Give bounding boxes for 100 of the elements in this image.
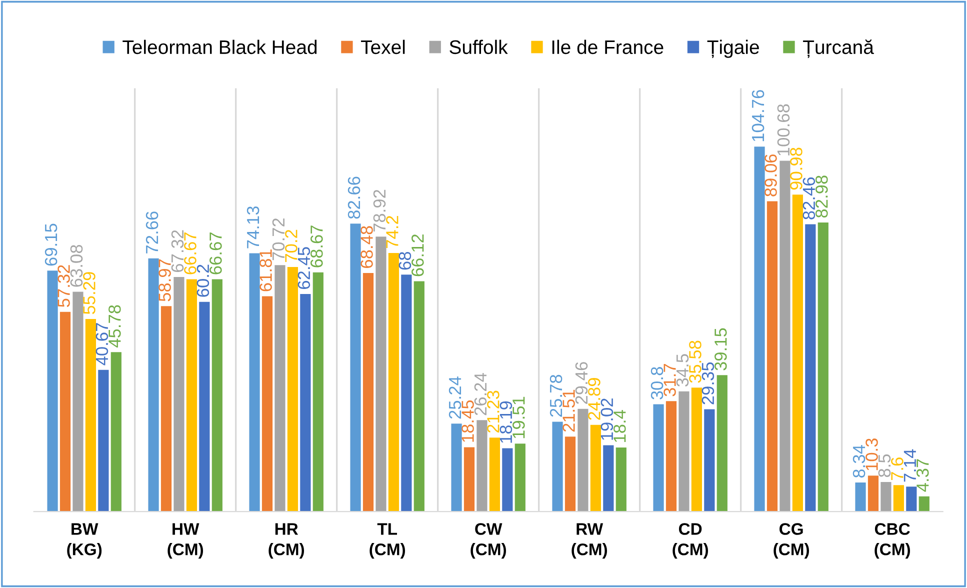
bar (893, 485, 904, 512)
data-label: 70.2 (285, 230, 298, 262)
data-label: 18.4 (614, 410, 626, 442)
bar (110, 352, 122, 512)
data-label: 60.2 (196, 264, 210, 297)
data-label: 82.66 (348, 176, 360, 219)
legend-label: Texel (361, 40, 405, 54)
legend-label: Teleorman Black Head (122, 40, 317, 54)
bar (249, 253, 260, 512)
x-tick-label: CG (CM) (774, 523, 810, 559)
x-tick-label: CD (CM) (672, 523, 708, 559)
bar (300, 294, 311, 512)
legend-label: Țigaie (707, 40, 759, 58)
bar (174, 277, 184, 512)
data-label: 72.66 (146, 212, 158, 254)
data-label: 19.02 (600, 398, 614, 440)
data-label: 68 (398, 252, 412, 270)
x-tick-label: CW (CM) (470, 523, 506, 559)
bar (678, 391, 690, 512)
x-tick-label: HR (CM) (268, 523, 304, 559)
bar (212, 279, 222, 512)
bar (653, 404, 664, 512)
x-tick-label: TL (CM) (370, 523, 406, 559)
data-label: 21.51 (562, 390, 575, 432)
bar (918, 496, 930, 512)
bar (766, 201, 778, 512)
bar (552, 422, 563, 512)
legend-label: Ile de France (552, 40, 664, 54)
bar (590, 424, 601, 512)
data-label: 66.67 (210, 232, 222, 274)
data-label: 7.14 (904, 449, 916, 482)
data-label: 45.78 (108, 305, 121, 348)
data-label: 55.29 (83, 272, 96, 314)
bar (451, 424, 462, 512)
bar (489, 438, 500, 512)
data-label: 104.76 (752, 90, 764, 142)
x-tick-label: BW (KG) (67, 523, 102, 559)
bar (186, 279, 198, 512)
x-tick-label: HW (CM) (168, 523, 204, 559)
data-label: 58.97 (158, 259, 171, 302)
bar (160, 306, 172, 512)
bar (754, 146, 765, 512)
bar (704, 409, 715, 512)
data-label: 100.68 (777, 104, 790, 156)
data-label: 90.98 (790, 148, 802, 190)
data-label: 74.2 (386, 216, 398, 248)
bar (85, 318, 96, 512)
bar (262, 296, 273, 512)
bar (464, 447, 475, 512)
bar (691, 388, 702, 512)
data-label: 25.78 (550, 374, 562, 417)
bar (906, 486, 917, 512)
bar (376, 236, 386, 512)
bar (312, 272, 324, 512)
data-label: 40.67 (96, 323, 108, 366)
data-label: 66.67 (184, 232, 196, 274)
bar (476, 420, 488, 512)
data-label: 24.89 (588, 378, 600, 420)
data-label: 70.72 (272, 218, 285, 260)
data-label: 61.81 (260, 249, 272, 292)
data-label: 21.23 (487, 390, 500, 433)
bar (805, 224, 816, 512)
data-label: 25.24 (448, 376, 462, 419)
data-label: 19.51 (512, 396, 525, 438)
data-label: 89.06 (764, 154, 777, 196)
x-tick-label: RW (CM) (572, 523, 608, 559)
data-label: 8.34 (852, 445, 866, 478)
data-label: 57.32 (58, 265, 70, 308)
data-label: 67.32 (171, 230, 184, 272)
bar (350, 224, 361, 512)
data-label: 78.92 (373, 190, 386, 232)
data-label: 74.13 (246, 206, 260, 248)
data-label: 29.35 (702, 362, 714, 404)
bar (780, 160, 790, 512)
bar (855, 482, 866, 512)
bar (514, 444, 526, 512)
data-label: 26.24 (474, 373, 487, 416)
data-label: 82.98 (816, 176, 828, 218)
data-label: 66.12 (412, 234, 424, 276)
data-label: 63.08 (70, 244, 83, 287)
bar (287, 266, 298, 512)
data-label: 29.46 (575, 362, 588, 404)
data-label: 8.5 (878, 454, 891, 478)
bar (148, 258, 159, 512)
bar (199, 302, 210, 512)
bar (716, 375, 728, 512)
bar (414, 281, 424, 512)
bar (72, 292, 84, 512)
data-label: 31.7 (664, 364, 676, 396)
bar (401, 274, 412, 512)
bar (362, 272, 374, 512)
data-label: 82.46 (802, 177, 816, 220)
data-label: 35.58 (689, 340, 702, 383)
bar (880, 482, 892, 512)
x-tick-label: CBC (CM) (874, 523, 910, 559)
data-label: 62.45 (298, 247, 310, 289)
data-label: 68.67 (310, 226, 323, 268)
bar (818, 222, 828, 512)
bar (98, 370, 109, 512)
data-label: 7.6 (891, 458, 904, 480)
